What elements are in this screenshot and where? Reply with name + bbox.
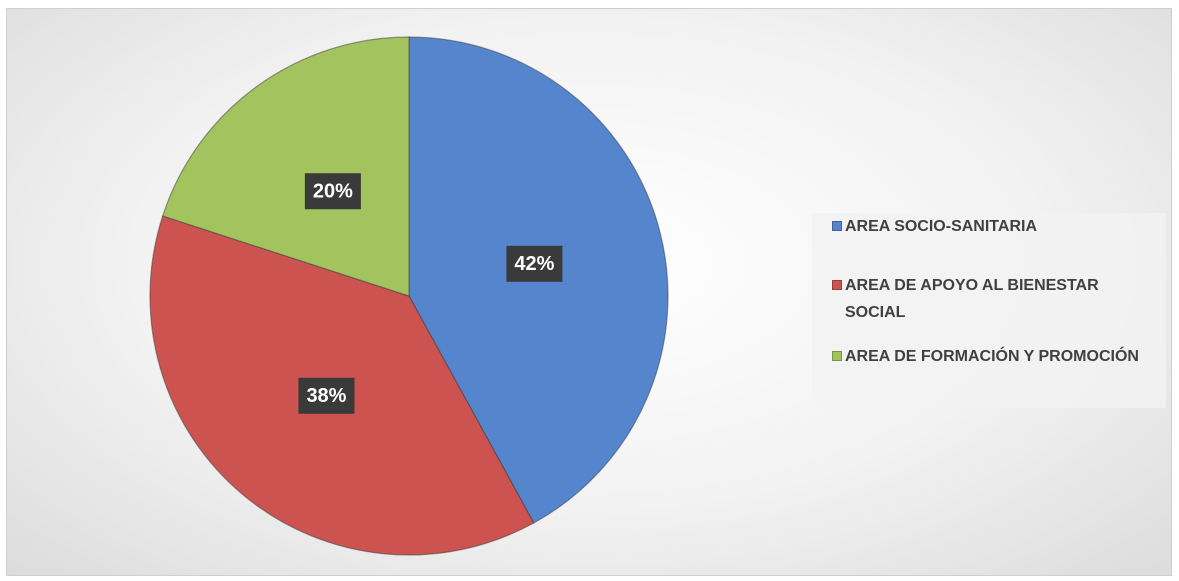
pie-slice [161,36,410,297]
legend-label: AREA DE FORMACIÓN Y PROMOCIÓN [845,348,1139,365]
legend-swatch [832,221,842,231]
value-label-box [304,173,361,210]
legend-label: AREA SOCIO-SANITARIA [845,218,1037,235]
value-label: 38% [306,385,346,407]
legend-swatch [832,351,842,361]
legend-swatch [832,280,842,290]
legend-label: AREA DE APOYO AL BIENESTAR SOCIAL [845,277,1099,321]
legend-item: AREA DE APOYO AL BIENESTAR SOCIAL [832,272,1162,326]
value-label-box [298,377,355,414]
value-label: 42% [514,253,554,275]
legend: AREA SOCIO-SANITARIA AREA DE APOYO AL BIE… [812,213,1166,408]
value-label-box [506,245,563,282]
value-label: 20% [313,181,353,203]
legend-item: AREA DE FORMACIÓN Y PROMOCIÓN [832,343,1162,370]
legend-item: AREA SOCIO-SANITARIA [832,213,1162,240]
